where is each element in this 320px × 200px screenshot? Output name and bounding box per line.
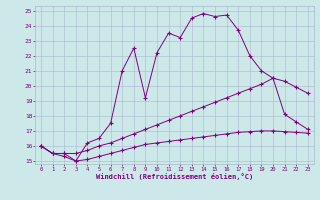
X-axis label: Windchill (Refroidissement éolien,°C): Windchill (Refroidissement éolien,°C)	[96, 173, 253, 180]
